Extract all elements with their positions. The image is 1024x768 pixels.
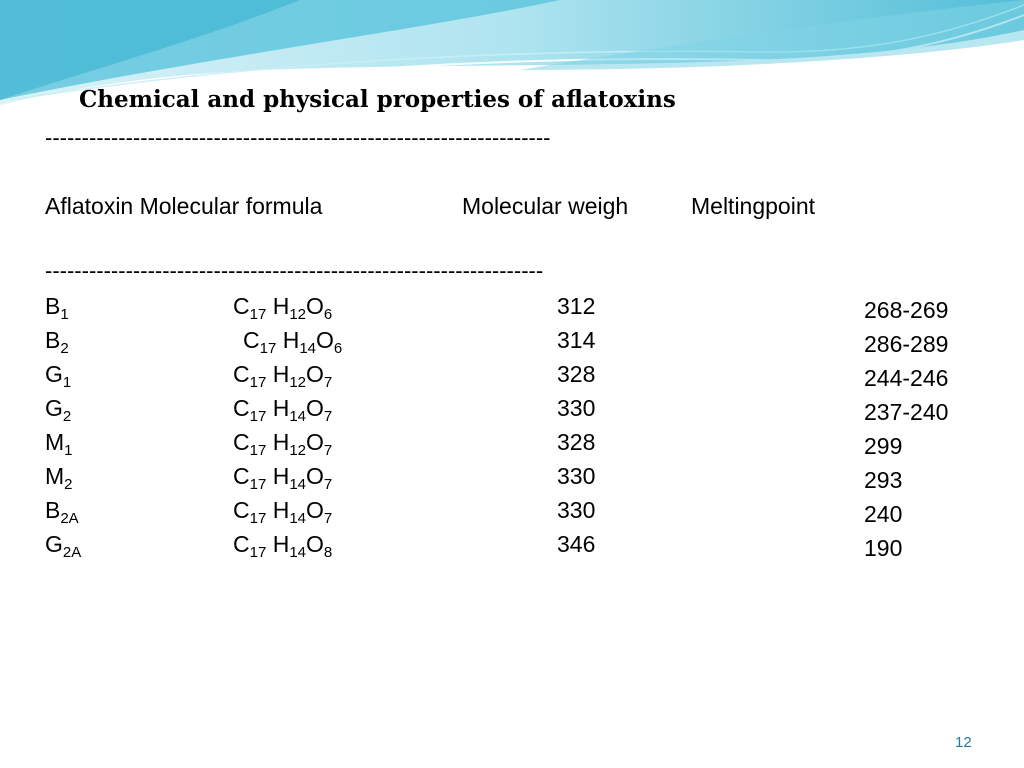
molecular-formula: C17 H14O6 [243,327,343,357]
molecular-weight: 330 [557,395,596,421]
aflatoxin-name: B2 [45,327,69,357]
table-row: G1 C17 H12O7 328 244-246 [0,361,1024,395]
header-aflatoxin-formula: Aflatoxin Molecular formula [45,193,323,219]
molecular-formula: C17 H12O7 [233,429,333,459]
molecular-formula: C17 H12O6 [233,293,333,323]
table-row: M2 C17 H14O7 330 293 [0,463,1024,497]
separator-line-top: ----------------------------------------… [45,125,551,150]
molecular-weight: 330 [557,497,596,523]
melting-point: 268-269 [864,297,949,323]
aflatoxin-name: G2 [45,395,72,425]
table-row: G2 C17 H14O7 330 237-240 [0,395,1024,429]
aflatoxin-name: B1 [45,293,69,323]
molecular-weight: 346 [557,531,596,557]
molecular-formula: C17 H14O7 [233,497,333,527]
separator-line-bottom: ----------------------------------------… [45,258,544,283]
molecular-weight: 312 [557,293,596,319]
header-melting-point: Meltingpoint [691,193,816,219]
molecular-weight: 328 [557,429,596,455]
melting-point: 190 [864,535,903,561]
page-number: 12 [955,734,972,751]
melting-point: 286-289 [864,331,949,357]
aflatoxin-name: G1 [45,361,72,391]
table-row: B1 C17 H12O6 312 268-269 [0,293,1024,327]
molecular-weight: 314 [557,327,596,353]
table-row: G2A C17 H14O8 346 190 [0,531,1024,565]
melting-point: 244-246 [864,365,949,391]
aflatoxin-name: G2A [45,531,82,561]
table-row: B2 C17 H14O6 314 286-289 [0,327,1024,361]
melting-point: 293 [864,467,903,493]
molecular-weight: 328 [557,361,596,387]
molecular-formula: C17 H14O8 [233,531,333,561]
aflatoxin-name: B2A [45,497,79,527]
melting-point: 240 [864,501,903,527]
molecular-weight: 330 [557,463,596,489]
melting-point: 237-240 [864,399,949,425]
aflatoxin-name: M2 [45,463,73,493]
molecular-formula: C17 H12O7 [233,361,333,391]
table-row: M1 C17 H12O7 328 299 [0,429,1024,463]
table-row: B2A C17 H14O7 330 240 [0,497,1024,531]
aflatoxin-name: M1 [45,429,73,459]
molecular-formula: C17 H14O7 [233,463,333,493]
melting-point: 299 [864,433,903,459]
header-molecular-weight: Molecular weigh [462,193,629,219]
slide-title: Chemical and physical properties of afla… [79,86,676,113]
decorative-wave-header [0,0,1024,109]
molecular-formula: C17 H14O7 [233,395,333,425]
